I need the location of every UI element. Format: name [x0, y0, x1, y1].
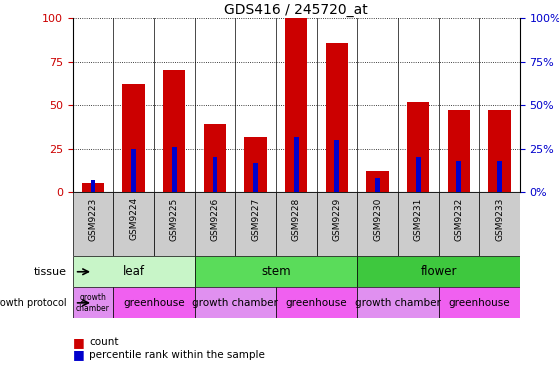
Bar — [439, 287, 520, 318]
Bar — [235, 192, 276, 256]
Text: tissue: tissue — [34, 267, 67, 277]
Bar — [316, 192, 357, 256]
Bar — [122, 84, 145, 192]
Text: GSM9232: GSM9232 — [454, 197, 463, 240]
Text: stem: stem — [261, 265, 291, 278]
Text: flower: flower — [420, 265, 457, 278]
Bar — [154, 192, 195, 256]
Bar — [285, 18, 307, 192]
Text: GSM9225: GSM9225 — [170, 197, 179, 240]
Bar — [73, 287, 113, 318]
Bar — [357, 287, 439, 318]
Text: greenhouse: greenhouse — [123, 298, 185, 308]
Bar — [195, 192, 235, 256]
Text: leaf: leaf — [122, 265, 145, 278]
Text: GSM9233: GSM9233 — [495, 197, 504, 241]
Text: growth chamber: growth chamber — [355, 298, 441, 308]
Bar — [172, 147, 177, 192]
Bar — [398, 192, 439, 256]
Text: GSM9227: GSM9227 — [251, 197, 260, 240]
Text: GSM9223: GSM9223 — [88, 197, 97, 240]
Text: growth
chamber: growth chamber — [76, 293, 110, 313]
Bar — [457, 161, 461, 192]
Bar — [212, 157, 217, 192]
Bar — [357, 192, 398, 256]
Bar — [204, 124, 226, 192]
Bar — [82, 183, 104, 192]
Title: GDS416 / 245720_at: GDS416 / 245720_at — [224, 3, 368, 17]
Bar — [195, 256, 357, 287]
Bar — [294, 137, 299, 192]
Bar — [163, 70, 186, 192]
Text: growth chamber: growth chamber — [192, 298, 278, 308]
Bar — [91, 180, 96, 192]
Text: ■: ■ — [73, 348, 84, 362]
Bar — [131, 149, 136, 192]
Text: GSM9231: GSM9231 — [414, 197, 423, 241]
Bar — [489, 111, 511, 192]
Bar — [244, 137, 267, 192]
Text: GSM9228: GSM9228 — [292, 197, 301, 240]
Bar — [439, 192, 479, 256]
Bar — [113, 287, 195, 318]
Text: greenhouse: greenhouse — [286, 298, 347, 308]
Bar — [357, 256, 520, 287]
Bar — [497, 161, 502, 192]
Bar — [375, 178, 380, 192]
Bar — [366, 171, 389, 192]
Text: GSM9226: GSM9226 — [210, 197, 220, 240]
Bar — [253, 163, 258, 192]
Bar — [276, 287, 357, 318]
Bar — [479, 192, 520, 256]
Bar — [73, 256, 195, 287]
Bar — [407, 102, 429, 192]
Text: growth protocol: growth protocol — [0, 298, 67, 308]
Bar — [73, 192, 113, 256]
Text: GSM9229: GSM9229 — [333, 197, 342, 240]
Text: count: count — [89, 337, 119, 347]
Bar — [326, 42, 348, 192]
Bar — [448, 111, 470, 192]
Bar — [195, 287, 276, 318]
Bar — [113, 192, 154, 256]
Text: ■: ■ — [73, 336, 84, 349]
Bar — [334, 140, 339, 192]
Text: greenhouse: greenhouse — [448, 298, 510, 308]
Text: GSM9224: GSM9224 — [129, 197, 138, 240]
Text: percentile rank within the sample: percentile rank within the sample — [89, 350, 266, 360]
Text: GSM9230: GSM9230 — [373, 197, 382, 241]
Bar — [276, 192, 316, 256]
Bar — [416, 157, 421, 192]
